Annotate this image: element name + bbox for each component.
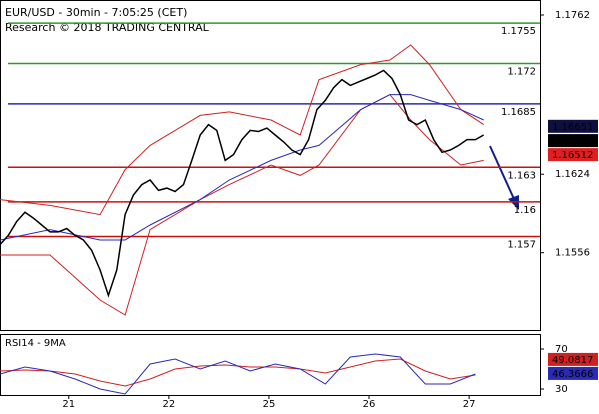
chart-title: EUR/USD - 30min - 7:05:25 (CET) — [5, 6, 187, 19]
x-tick-label: 27 — [463, 399, 476, 410]
x-tick-label: 25 — [263, 399, 276, 410]
level-label: 1.172 — [507, 66, 536, 77]
y-tick-label: 1.1624 — [555, 169, 590, 180]
rsi-marker — [548, 352, 598, 366]
price-line — [0, 69, 485, 298]
x-tick-label: 22 — [163, 399, 176, 410]
price-marker-label: 1.16651 — [552, 122, 593, 133]
moving-average — [0, 94, 484, 241]
y-tick-label: 1.1556 — [555, 248, 590, 259]
rsi-marker-label: 46.3666 — [552, 369, 593, 380]
rsi-line — [0, 353, 476, 395]
price-marker — [548, 119, 598, 133]
price-panel — [0, 0, 541, 331]
level-label: 1.163 — [507, 170, 536, 181]
rsi-marker — [548, 366, 598, 380]
rsi-tick-label: 70 — [555, 344, 568, 355]
x-tick-label: 26 — [363, 399, 376, 410]
bollinger-upper — [0, 44, 484, 216]
price-marker — [548, 148, 598, 162]
rsi-title: RSI14 - 9MA — [5, 338, 66, 349]
level-label: 1.1755 — [501, 26, 536, 37]
level-label: 1.1685 — [501, 107, 536, 118]
rsi-tick-label: 30 — [555, 384, 568, 395]
x-tick-label: 21 — [62, 399, 75, 410]
price-marker-label: 1.16527 — [552, 136, 593, 147]
y-tick-label: 1.1762 — [555, 10, 590, 21]
price-marker-label: 1.16512 — [552, 150, 593, 161]
bollinger-lower — [0, 93, 484, 316]
rsi-ma-line — [0, 358, 476, 387]
price-marker — [548, 134, 598, 148]
rsi-panel — [0, 334, 541, 396]
chart-subtitle: Research © 2018 TRADING CENTRAL — [5, 21, 210, 34]
level-label: 1.16 — [514, 205, 536, 216]
rsi-marker-label: 49.0817 — [552, 355, 593, 366]
level-label: 1.157 — [507, 240, 536, 251]
